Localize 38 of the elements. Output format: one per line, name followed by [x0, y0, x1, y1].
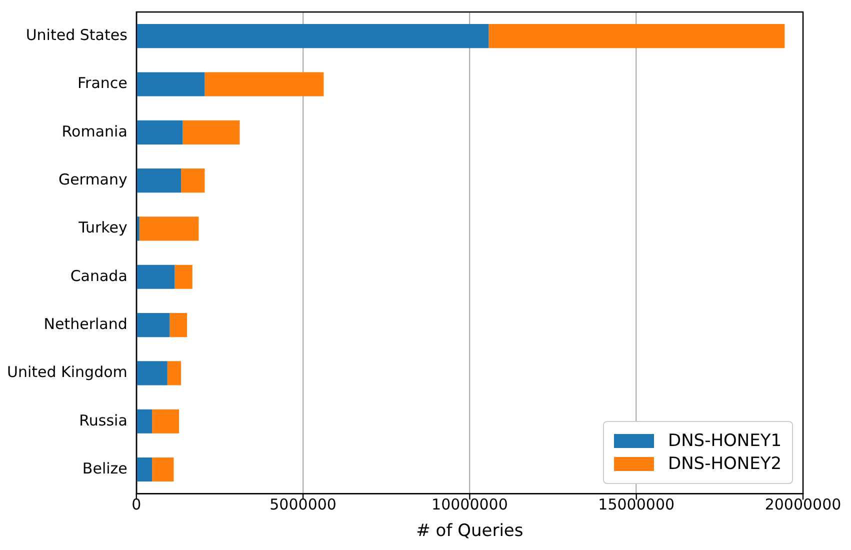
- bar: [152, 409, 180, 434]
- legend-label: DNS-HONEY1: [668, 430, 782, 451]
- bar: [204, 72, 324, 96]
- bar: [136, 72, 205, 96]
- x-axis-title: # of Queries: [416, 521, 524, 542]
- y-tick-label: France: [78, 74, 128, 92]
- y-tick-label: Belize: [82, 459, 128, 478]
- y-tick-label: Turkey: [78, 218, 128, 237]
- x-tick-label: 15000000: [598, 495, 675, 514]
- y-tick-label: Canada: [70, 266, 128, 285]
- x-tick-label: 5000000: [270, 495, 336, 514]
- bar: [136, 264, 175, 289]
- x-tick-label: 20000000: [764, 495, 842, 514]
- y-tick-label: Romania: [62, 122, 128, 140]
- bar: [170, 313, 188, 338]
- bar: [136, 457, 152, 482]
- bar: [181, 168, 205, 193]
- x-tick-label: 10000000: [432, 495, 508, 514]
- bar: [152, 457, 174, 482]
- y-tick-label: United Kingdom: [6, 363, 128, 382]
- bar: [136, 216, 140, 241]
- y-tick-label: Russia: [79, 411, 128, 430]
- bar: [136, 24, 489, 48]
- bar: [174, 264, 192, 289]
- bar: [167, 361, 182, 386]
- bar: [136, 361, 168, 386]
- bar: [139, 216, 199, 241]
- bar: [136, 409, 152, 434]
- bar: [136, 168, 182, 193]
- y-tick-label: United States: [26, 26, 128, 44]
- legend-label: DNS-HONEY2: [668, 454, 782, 474]
- y-tick-label: Netherland: [44, 314, 128, 333]
- bar: [488, 24, 785, 48]
- x-tick-label: 0: [132, 495, 142, 514]
- bar: [182, 120, 240, 144]
- y-tick-label: Germany: [58, 170, 128, 188]
- bar: [136, 313, 170, 338]
- bar: [136, 120, 183, 144]
